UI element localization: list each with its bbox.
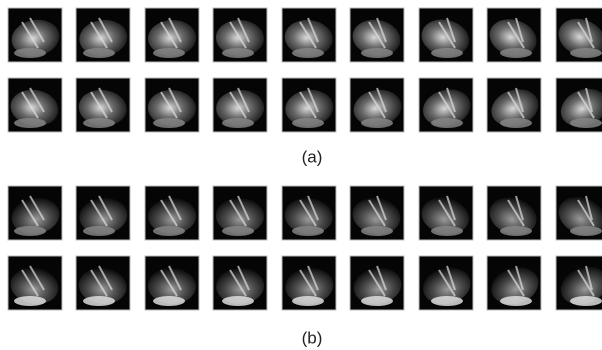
thumbnail bbox=[282, 78, 336, 132]
shoe-sole bbox=[292, 118, 324, 128]
shoe-sole bbox=[361, 296, 393, 306]
figure: (a) (b) bbox=[0, 0, 602, 350]
shoe-sole bbox=[222, 226, 254, 236]
thumbnail bbox=[282, 256, 336, 310]
thumbnail bbox=[76, 8, 130, 62]
thumbnail bbox=[8, 78, 62, 132]
shoe-sole bbox=[14, 226, 46, 236]
shoe-sole bbox=[153, 226, 185, 236]
panel-label: (a) bbox=[302, 147, 323, 166]
shoe-sole bbox=[153, 48, 185, 58]
thumbnail bbox=[555, 78, 602, 133]
thumbnail bbox=[76, 186, 130, 240]
shoe-sole bbox=[361, 226, 393, 236]
thumbnail bbox=[487, 78, 544, 132]
thumbnail bbox=[8, 8, 62, 62]
thumbnail bbox=[419, 256, 474, 310]
thumbnail bbox=[8, 186, 62, 240]
shoe-sole bbox=[83, 226, 115, 236]
thumbnail bbox=[419, 78, 474, 132]
thumbnail bbox=[213, 186, 267, 240]
shoe-sole bbox=[570, 226, 602, 236]
shoe-sole bbox=[14, 118, 46, 128]
shoe-sole bbox=[153, 296, 185, 306]
shoe-sole bbox=[83, 118, 115, 128]
thumbnail bbox=[145, 256, 199, 310]
thumbnail bbox=[553, 8, 602, 63]
thumbnail bbox=[418, 186, 473, 240]
thumbnail bbox=[282, 186, 336, 240]
shoe-sole bbox=[431, 226, 463, 236]
shoe-sole bbox=[222, 48, 254, 58]
thumbnail bbox=[213, 78, 267, 132]
shoe-sole bbox=[570, 48, 602, 58]
thumbnail bbox=[145, 78, 199, 132]
thumbnail bbox=[487, 256, 544, 310]
shoe-sole bbox=[222, 118, 254, 128]
thumbnail bbox=[145, 186, 199, 240]
shoe-sole bbox=[570, 296, 602, 306]
thumbnail bbox=[8, 256, 62, 310]
shoe-sole bbox=[570, 118, 602, 128]
thumbnail bbox=[350, 186, 404, 240]
page: {"panels": [{"label": "(a)"}, {"label": … bbox=[0, 0, 602, 350]
shoe-sole bbox=[292, 296, 324, 306]
shoe-sole bbox=[292, 226, 324, 236]
thumbnail bbox=[418, 8, 473, 62]
thumbnail bbox=[350, 8, 404, 62]
shoe-sole bbox=[222, 296, 254, 306]
thumbnail bbox=[350, 256, 404, 310]
shoe-sole bbox=[361, 118, 393, 128]
shoe-sole bbox=[361, 48, 393, 58]
shoe-sole bbox=[500, 296, 532, 306]
shoe-sole bbox=[431, 118, 463, 128]
shoe-sole bbox=[83, 48, 115, 58]
shoe-sole bbox=[14, 296, 46, 306]
thumbnail bbox=[485, 186, 542, 240]
shoe-sole bbox=[292, 48, 324, 58]
panel-label: (b) bbox=[302, 328, 323, 347]
thumbnail bbox=[553, 186, 602, 241]
shoe-sole bbox=[153, 118, 185, 128]
shoe-sole bbox=[14, 48, 46, 58]
shoe-sole bbox=[500, 118, 532, 128]
shoe-sole bbox=[431, 48, 463, 58]
shoe-sole bbox=[83, 296, 115, 306]
thumbnail bbox=[350, 78, 404, 132]
thumbnail bbox=[213, 8, 267, 62]
shoe-sole bbox=[500, 226, 532, 236]
thumbnail bbox=[145, 8, 199, 62]
thumbnail bbox=[76, 256, 130, 310]
thumbnail bbox=[76, 78, 130, 132]
shoe-sole bbox=[431, 296, 463, 306]
thumbnail bbox=[485, 8, 542, 62]
shoe-sole bbox=[500, 48, 532, 58]
thumbnail bbox=[555, 256, 602, 311]
thumbnail bbox=[213, 256, 267, 310]
thumbnail bbox=[282, 8, 336, 62]
